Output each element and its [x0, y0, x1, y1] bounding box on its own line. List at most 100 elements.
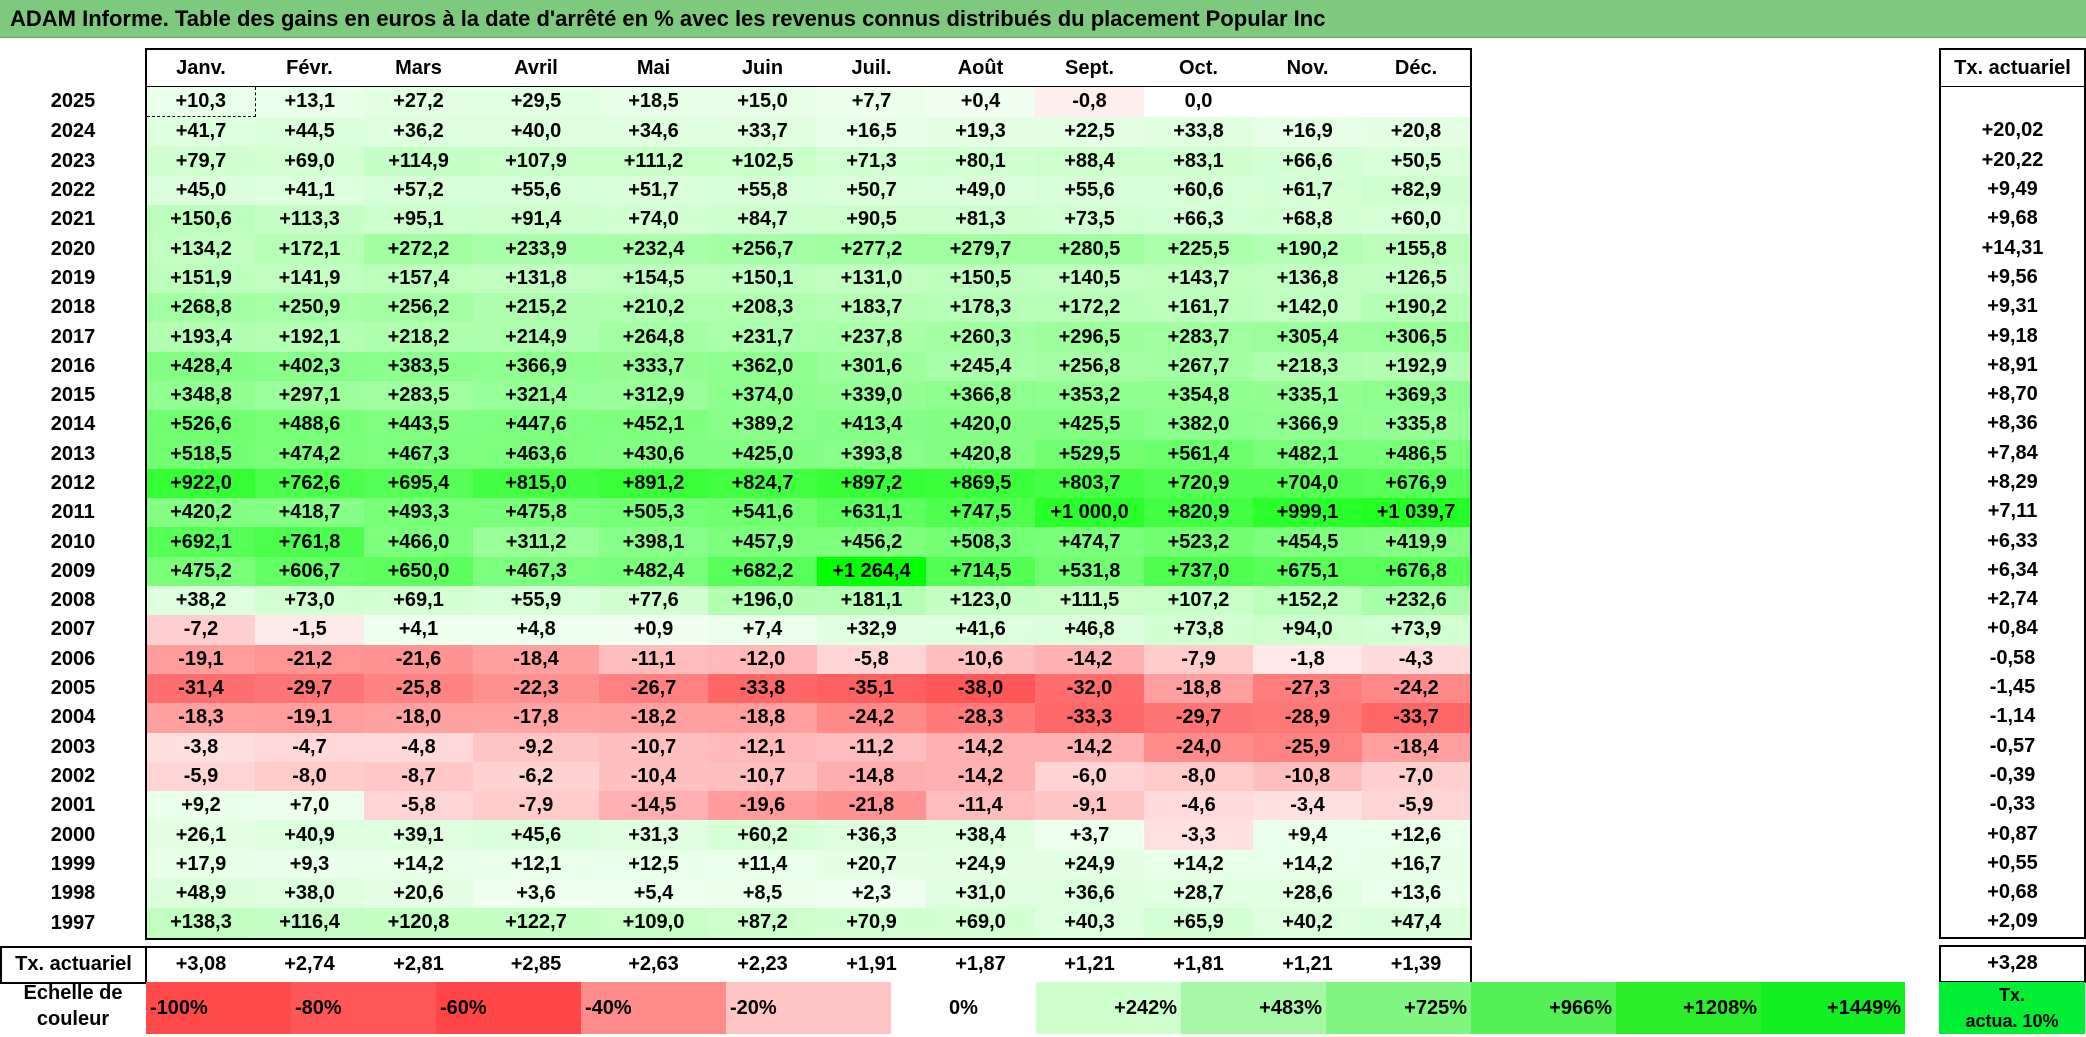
gain-cell: +87,2	[708, 908, 817, 940]
gain-cell: +362,0	[708, 351, 817, 381]
table-row: 2003 -3,8 -4,7 -4,8 -9,2 -10,7 -12,1 -11,2 -14,2…	[1, 732, 1472, 762]
gain-cell: +79,7	[146, 146, 255, 176]
table-row: 2025 +10,3 +13,1 +27,2 +29,5 +18,5 +15,0 +7,7 +0…	[1, 86, 1472, 118]
table-row: 1998 +48,9 +38,0 +20,6 +3,6 +5,4 +8,5 +2,3 +31,0…	[1, 879, 1472, 909]
actuarial-rate-cell: +0,55	[1939, 848, 2086, 879]
year-label: 2016	[1, 351, 147, 381]
gain-cell: +3,6	[473, 879, 599, 909]
gain-cell: -4,3	[1362, 644, 1472, 674]
gain-cell: +150,5	[926, 263, 1035, 294]
actuarial-row: +8,36	[1939, 409, 2086, 439]
gain-cell: +518,5	[146, 439, 255, 469]
gain-cell: +55,6	[473, 175, 599, 206]
gain-cell: -12,0	[708, 644, 817, 674]
gain-cell: +467,3	[364, 439, 473, 469]
gain-cell: -14,2	[926, 761, 1035, 792]
year-label: 2024	[1, 116, 147, 147]
gain-cell: +256,7	[708, 234, 817, 264]
gain-cell: +69,1	[364, 586, 473, 616]
gain-cell: +77,6	[599, 586, 708, 616]
gain-cell: +463,6	[473, 439, 599, 469]
year-label: 2018	[1, 293, 147, 323]
gain-cell: +16,9	[1253, 116, 1362, 147]
year-label: 2007	[1, 615, 147, 645]
gain-cell: +714,5	[926, 556, 1035, 587]
gain-cell: -24,0	[1144, 732, 1253, 762]
actuarial-rate-cell: +8,70	[1939, 379, 2086, 410]
gain-cell: +107,2	[1144, 586, 1253, 616]
gain-cell: +73,0	[255, 586, 364, 616]
gain-cell: +606,7	[255, 556, 364, 587]
gain-cell: -18,2	[599, 703, 708, 733]
gain-cell: -4,7	[255, 732, 364, 762]
gain-cell: +141,9	[255, 263, 364, 294]
gain-cell: +71,3	[817, 146, 926, 176]
gain-cell: -9,2	[473, 732, 599, 762]
gain-cell: -5,8	[817, 644, 926, 674]
gain-cell: +136,8	[1253, 263, 1362, 294]
gain-cell: +264,8	[599, 322, 708, 352]
gain-cell: +138,3	[146, 908, 255, 940]
actuarial-row: +14,31	[1939, 233, 2086, 263]
gain-cell: +152,2	[1253, 586, 1362, 616]
gain-cell: -8,0	[255, 761, 364, 792]
gain-cell: +123,0	[926, 586, 1035, 616]
gain-cell: +4,1	[364, 615, 473, 645]
gain-cell: +398,1	[599, 527, 708, 557]
year-label: 2014	[1, 410, 147, 440]
gain-cell: -5,9	[146, 761, 255, 792]
year-label: 2008	[1, 586, 147, 616]
gain-cell: +36,6	[1035, 879, 1144, 909]
actuarial-row: +0,87	[1939, 819, 2086, 849]
gain-cell: +761,8	[255, 527, 364, 557]
gain-cell: +34,6	[599, 116, 708, 147]
table-row: 2017 +193,4 +192,1 +218,2 +214,9 +264,8 +231,7…	[1, 322, 1472, 352]
gain-cell	[1253, 86, 1362, 117]
actuarial-rate-cell: +14,31	[1939, 233, 2086, 263]
gain-cell: +193,4	[146, 322, 255, 352]
table-row: 2021 +150,6 +113,3 +95,1 +91,4 +74,0 +84,7 +90,…	[1, 205, 1472, 235]
actuarial-row: -0,39	[1939, 760, 2086, 791]
gain-cell: +425,0	[708, 439, 817, 469]
actuarial-rate-cell: +8,36	[1939, 409, 2086, 439]
gain-cell: +676,9	[1362, 468, 1472, 499]
gain-cell: +151,9	[146, 263, 255, 294]
gain-cell: +9,4	[1253, 820, 1362, 850]
month-header: Mai	[599, 48, 708, 87]
gain-cell: -33,8	[708, 673, 817, 704]
color-scale-step: -20%	[726, 982, 891, 1034]
gain-cell: +46,8	[1035, 615, 1144, 645]
gain-cell: +45,0	[146, 175, 255, 206]
gain-cell: +45,6	[473, 820, 599, 850]
actuarial-rate-cell: +6,34	[1939, 555, 2086, 586]
gain-cell: -3,3	[1144, 820, 1253, 850]
gain-cell: -35,1	[817, 673, 926, 704]
table-row: 2011 +420,2 +418,7 +493,3 +475,8 +505,3 +541,6…	[1, 498, 1472, 528]
gain-cell: +704,0	[1253, 468, 1362, 499]
gain-cell: +488,6	[255, 410, 364, 440]
gain-cell: +215,2	[473, 293, 599, 323]
gain-cell: -24,2	[817, 703, 926, 733]
month-header: Juin	[708, 48, 817, 87]
gain-cell: +91,4	[473, 205, 599, 235]
gain-cell: +9,3	[255, 849, 364, 880]
gain-cell: +335,8	[1362, 410, 1472, 440]
month-header: Août	[926, 48, 1035, 87]
gain-cell: +482,1	[1253, 439, 1362, 469]
gain-cell: +65,9	[1144, 908, 1253, 940]
gain-cell: +214,9	[473, 322, 599, 352]
color-scale-step: -60%	[436, 982, 581, 1034]
gain-cell: +1 039,7	[1362, 498, 1472, 528]
gain-cell: -31,4	[146, 673, 255, 704]
table-row: 2016 +428,4 +402,3 +383,5 +366,9 +333,7 +362,0…	[1, 351, 1472, 381]
gain-cell: +29,5	[473, 86, 599, 117]
gain-cell: +155,8	[1362, 234, 1472, 264]
gain-cell: +256,2	[364, 293, 473, 323]
gain-cell: +389,2	[708, 410, 817, 440]
gain-cell: +27,2	[364, 86, 473, 117]
gain-cell: +420,8	[926, 439, 1035, 469]
gain-cell: +181,1	[817, 586, 926, 616]
month-header: Juil.	[817, 48, 926, 87]
gain-cell: +467,3	[473, 556, 599, 587]
year-label: 2012	[1, 468, 147, 499]
